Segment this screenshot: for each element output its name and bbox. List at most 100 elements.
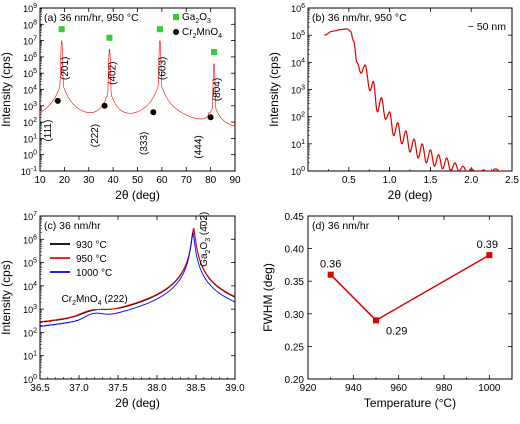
y-axis-label: FWHM (deg): [261, 263, 275, 332]
legend-cr2mno4-marker: [173, 29, 179, 35]
y-tick-label: 100: [23, 150, 37, 161]
ga2o3-marker: [58, 26, 65, 33]
y-tick-label: 0.40: [285, 245, 305, 256]
y-tick-label: 10-1: [21, 166, 37, 177]
fwhm-value-label: 0.36: [320, 259, 341, 271]
panel-annotation: (c) 36 nm/hr: [44, 220, 101, 232]
y-tick-label: 104: [23, 85, 37, 96]
panel-annotation: (d) 36 nm/hr: [312, 220, 370, 232]
x-tick-label: 1.0: [383, 175, 397, 186]
fwhm-point: [373, 317, 379, 324]
x-tick-label: 50: [132, 175, 144, 186]
y-tick-label: 106: [23, 234, 37, 245]
thickness-annotation: ~ 50 nm: [468, 21, 506, 33]
x-tick-label: 920: [300, 383, 317, 394]
plot-frame: [307, 215, 513, 380]
x-tick-label: 60: [156, 175, 168, 186]
y-tick-label: 103: [291, 85, 305, 96]
y-tick-label: 102: [291, 112, 305, 123]
x-tick-label: 1.5: [423, 175, 437, 186]
cr2mno4-marker: [150, 109, 157, 116]
peak-label: (4̄02): [108, 62, 119, 85]
x-tick-label: 37.5: [108, 383, 128, 394]
peak-label: (8̄04): [212, 78, 223, 101]
panel-d: 920 940 960 980 1000 0.20 0.25 0.30 0.35 0.40 0.45…: [261, 212, 513, 410]
panel-a: 10 20 30 40 50 60 70 80 90 10-1 100 101 102 103 104 105…: [0, 3, 241, 202]
xrr-line: [324, 28, 509, 171]
plot-frame: [39, 215, 236, 380]
x-tick-label: 940: [345, 383, 362, 394]
legend-ga2o3-label: Ga2O3: [182, 12, 211, 25]
y-tick-label: 101: [291, 139, 305, 150]
series-xrr: [324, 28, 509, 171]
fwhm-point: [327, 271, 334, 278]
x-tick-label: 36.5: [30, 383, 50, 394]
panel-annotation: (a) 36 nm/hr, 950 °C: [44, 12, 139, 24]
y-tick-label: 100: [23, 374, 37, 385]
y-tick-label: 106: [291, 3, 305, 14]
y-axis-label: Intensity (cps): [0, 52, 13, 127]
peak-label: (444): [194, 135, 205, 158]
y-tick-label: 101: [23, 133, 37, 144]
y-tick-label: 107: [23, 36, 37, 47]
x-axis-label: 2θ (deg): [115, 188, 160, 202]
y-tick-label: 0.45: [285, 212, 305, 223]
cr2mno4-marker: [207, 114, 214, 121]
panel-b: 0.5 1.0 1.5 2.0 2.5 100 101 102 103 104 105 106 2θ (…: [267, 3, 519, 202]
y-tick-label: 0.30: [285, 310, 305, 321]
ga2o3-peak-label: Ga2O3 (4̄02): [199, 212, 212, 267]
x-tick-label: 40: [108, 175, 120, 186]
y-tick-label: 104: [23, 281, 37, 292]
fwhm-value-label: 0.29: [386, 325, 407, 337]
series-1000-line: [40, 231, 235, 328]
x-tick-label: 960: [390, 383, 407, 394]
y-tick-label: 108: [23, 19, 37, 30]
panel-annotation: (b) 36 nm/hr, 950 °C: [312, 12, 407, 24]
y-tick-label: 109: [23, 3, 37, 14]
x-axis-label: 2θ (deg): [388, 188, 433, 202]
x-tick-label: 70: [181, 175, 193, 186]
series-950-line: [40, 227, 235, 323]
plot-frame: [39, 7, 236, 172]
y-tick-label: 105: [291, 30, 305, 41]
y-tick-label: 0.35: [285, 277, 305, 288]
y-tick-label: 100: [291, 166, 305, 177]
x-tick-label: 39.0: [225, 383, 245, 394]
cr2mno4-marker: [54, 97, 61, 104]
series-group: [40, 227, 235, 328]
x-tick-label: 90: [229, 175, 241, 186]
y-tick-label: 106: [23, 52, 37, 63]
legend-cr2mno4-label: Cr2MnO4: [182, 27, 222, 40]
y-tick-label: 102: [23, 117, 37, 128]
ga2o3-marker: [156, 26, 163, 33]
y-tick-label: 103: [23, 101, 37, 112]
peak-label: (333): [139, 132, 150, 155]
y-tick-label: 102: [23, 327, 37, 338]
x-axis-label: Temperature (°C): [364, 396, 456, 410]
peak-label: (2̄01): [60, 57, 71, 80]
y-tick-label: 105: [23, 68, 37, 79]
x-tick-label: 2.5: [505, 175, 519, 186]
peak-label: (222): [90, 124, 101, 147]
y-tick-label: 0.25: [285, 342, 305, 353]
fwhm-value-label: 0.39: [477, 239, 498, 251]
y-axis-label: Intensity (cps): [267, 52, 281, 127]
x-tick-label: 38.5: [186, 383, 206, 394]
legend-ga2o3-marker: [173, 14, 179, 20]
x-tick-label: 37.0: [69, 383, 89, 394]
x-tick-label: 980: [436, 383, 453, 394]
fwhm-line: [330, 254, 490, 322]
y-axis-label: Intensity (cps): [0, 260, 13, 335]
peak-label: (6̄03): [158, 57, 169, 80]
x-tick-label: 10: [34, 175, 46, 186]
ga2o3-marker: [211, 48, 218, 55]
series-spectrum: [40, 40, 235, 127]
legend-label-1: 950 °C: [76, 254, 107, 265]
cr2mno4-marker: [101, 102, 108, 109]
ga2o3-marker: [106, 34, 113, 41]
x-tick-label: 2.0: [464, 175, 478, 186]
x-tick-label: 0.5: [342, 175, 356, 186]
y-tick-label: 105: [23, 258, 37, 269]
x-tick-label: 20: [59, 175, 71, 186]
